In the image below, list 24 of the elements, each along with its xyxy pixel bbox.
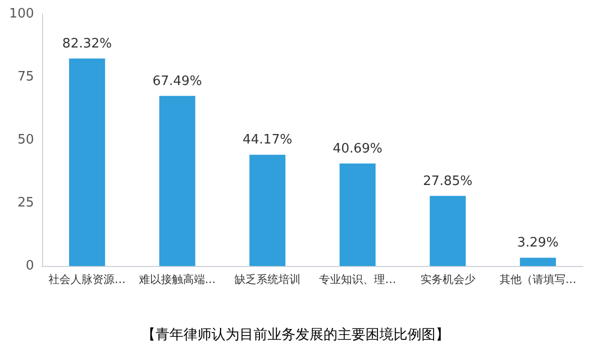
x-tick-label: 其他（请填写… bbox=[499, 273, 576, 286]
data-label: 3.29% bbox=[517, 236, 559, 251]
bar bbox=[159, 96, 196, 266]
y-tick-label: 75 bbox=[17, 70, 34, 84]
x-tick-label: 社会人脉资源… bbox=[48, 273, 126, 286]
y-tick-label: 50 bbox=[17, 132, 34, 148]
bar bbox=[69, 58, 106, 266]
x-tick-label: 专业知识、理… bbox=[319, 273, 396, 286]
data-label: 82.32% bbox=[62, 36, 112, 52]
x-tick-label: 缺乏系统培训 bbox=[234, 273, 300, 286]
y-tick-label: 25 bbox=[17, 196, 34, 210]
text: 【青年律师认为目前业务发展的主要困境比例图】 bbox=[142, 327, 450, 343]
data-label: 67.49% bbox=[152, 74, 202, 89]
data-label: 27.85% bbox=[422, 174, 473, 189]
bar bbox=[340, 163, 376, 266]
bar bbox=[520, 258, 556, 266]
data-label: 44.17% bbox=[242, 132, 292, 148]
bar bbox=[249, 154, 286, 266]
y-tick-label: 0 bbox=[26, 258, 34, 274]
x-tick-label: 实务机会少 bbox=[420, 273, 476, 286]
x-tick-label: 难以接触高端… bbox=[138, 273, 216, 286]
bar bbox=[430, 196, 466, 266]
y-tick-label: 100 bbox=[9, 6, 34, 22]
data-label: 40.69% bbox=[332, 141, 382, 156]
